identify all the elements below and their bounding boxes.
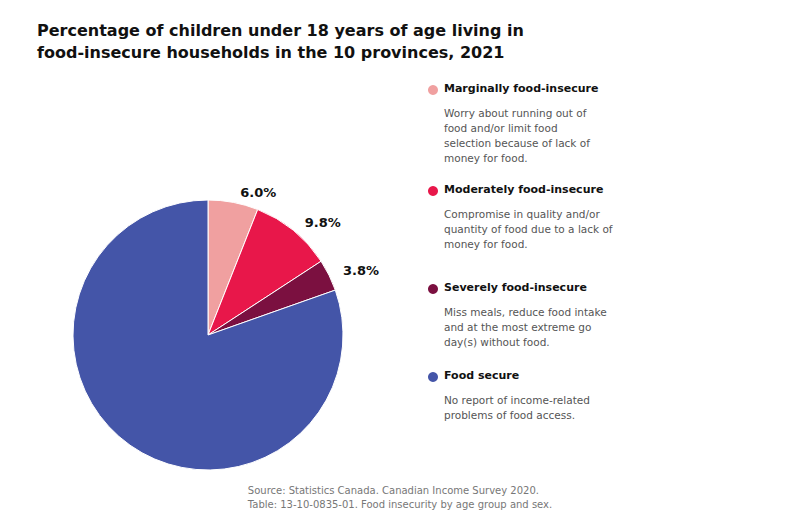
svg-text:Severely food-insecure: Severely food-insecure	[444, 281, 587, 294]
svg-text:Marginally food-insecure: Marginally food-insecure	[444, 82, 598, 95]
svg-text:Percentage of children under 1: Percentage of children under 18 years of…	[37, 21, 524, 40]
svg-text:3.8%: 3.8%	[343, 263, 379, 278]
svg-text:money for food.: money for food.	[444, 238, 528, 250]
svg-text:and at the most extreme go: and at the most extreme go	[444, 321, 591, 333]
svg-text:money for food.: money for food.	[444, 152, 528, 164]
svg-text:problems of food access.: problems of food access.	[444, 409, 575, 421]
svg-text:food and/or limit food: food and/or limit food	[444, 122, 558, 134]
svg-text:Compromise in quality and/or: Compromise in quality and/or	[444, 208, 600, 220]
svg-text:Food secure: Food secure	[444, 369, 519, 382]
svg-text:Miss meals, reduce food intake: Miss meals, reduce food intake	[444, 306, 607, 318]
svg-text:Moderately food-insecure: Moderately food-insecure	[444, 183, 603, 196]
svg-text:food-insecure households in th: food-insecure households in the 10 provi…	[37, 43, 504, 62]
svg-text:Worry about running out of: Worry about running out of	[444, 107, 587, 119]
svg-text:9.8%: 9.8%	[305, 215, 341, 230]
svg-text:day(s) without food.: day(s) without food.	[444, 336, 550, 348]
svg-text:6.0%: 6.0%	[240, 185, 276, 200]
svg-text:Table: 13-10-0835-01. Food ins: Table: 13-10-0835-01. Food insecurity by…	[247, 499, 552, 510]
svg-text:Source: Statistics Canada. Can: Source: Statistics Canada. Canadian Inco…	[248, 485, 539, 496]
svg-text:quantity of food due to a lack: quantity of food due to a lack of	[444, 223, 613, 235]
svg-text:No report of income-related: No report of income-related	[444, 394, 590, 406]
svg-text:selection because of lack of: selection because of lack of	[444, 137, 590, 149]
